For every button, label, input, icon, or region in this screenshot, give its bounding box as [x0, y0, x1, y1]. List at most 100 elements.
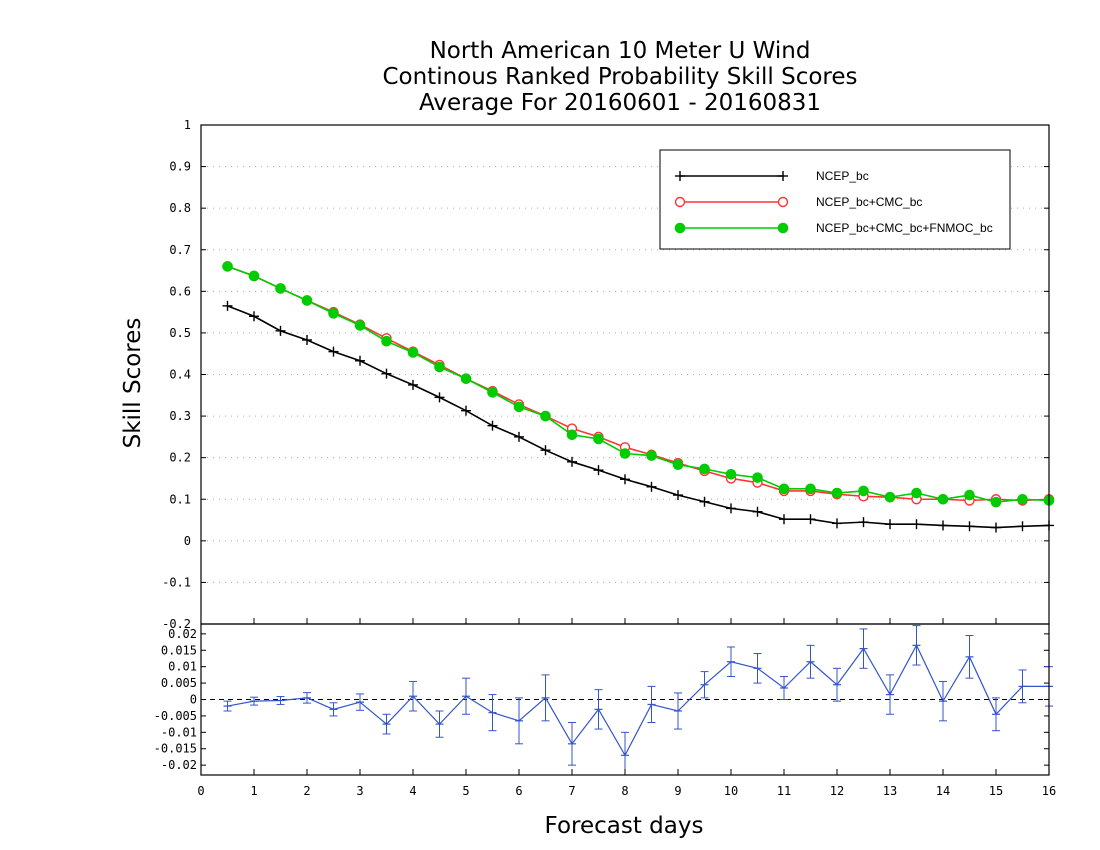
series-line-2 [227, 265, 1050, 502]
series-3-point [831, 487, 843, 499]
series-1-point [779, 514, 789, 525]
diff-error-bar [409, 680, 417, 712]
diff-error-bar [515, 697, 523, 745]
diff-error-bar [647, 685, 656, 723]
series-3-point [248, 270, 260, 282]
series-3-point [990, 496, 1002, 508]
series-3-point [752, 472, 763, 483]
x-axis-ticks: 0 1 2 3 4 5 6 7 8 9 10 11 12 13 14 15 16 [197, 618, 1056, 798]
x-tick-label: 4 [409, 784, 416, 798]
series-3-point [275, 283, 286, 294]
diff-line [227, 644, 1049, 757]
series-3-point [381, 335, 392, 347]
diff-error-bar [621, 731, 629, 776]
series-1-point [540, 445, 551, 456]
x-tick-label: 6 [515, 784, 522, 798]
series-3-point [805, 483, 816, 495]
diff-error-bar [806, 644, 815, 679]
legend-box [659, 149, 1011, 250]
main-y-tick-label: 0.7 [169, 243, 191, 257]
diff-error-bar [939, 680, 947, 722]
chart-title-line-2: Continous Ranked Probability Skill Score… [382, 64, 857, 90]
x-tick-label: 16 [1042, 784, 1056, 798]
diff-y-tick-label: -0.01 [161, 725, 197, 739]
x-tick-label: 13 [883, 784, 897, 798]
diff-error-bar [992, 697, 1000, 732]
diff-y-tick-label: -0.015 [154, 742, 197, 756]
series-3-point [778, 483, 790, 495]
series-1-point [673, 490, 683, 501]
series-1-point [355, 355, 365, 366]
series-1-point [911, 519, 922, 530]
x-tick-label: 0 [197, 784, 204, 798]
series-3-point [911, 487, 922, 499]
series-1-point [1017, 521, 1028, 532]
diff-error-bar [382, 713, 391, 735]
diff-y-tick-label: 0 [190, 693, 197, 707]
diff-error-bar [541, 674, 550, 722]
main-y-tick-label: 0.5 [169, 326, 191, 340]
series-1-point [593, 465, 604, 476]
diff-y-tick-label: -0.02 [161, 758, 197, 772]
diff-error-bar [568, 721, 576, 766]
series-3-point [964, 489, 975, 501]
diff-error-bar [488, 694, 497, 732]
main-y-tick-label: 0.1 [169, 492, 191, 506]
legend-marker-3 [777, 222, 789, 234]
series-1-point [487, 420, 498, 431]
series-1-point [991, 522, 1001, 533]
diff-error-bar [700, 671, 709, 699]
series-3-point [566, 429, 578, 441]
series-3-point [672, 459, 684, 471]
legend-marker-1 [675, 171, 685, 181]
series-3-point [513, 401, 525, 413]
main-series [222, 261, 1055, 533]
series-3-point [884, 491, 896, 503]
legend-marker-3 [674, 222, 686, 234]
legend-label-1: NCEP_bc [816, 169, 869, 183]
series-1-point [514, 431, 524, 442]
series-3-point [328, 308, 339, 319]
x-tick-label: 14 [936, 784, 950, 798]
chart-title-line-3: Average For 20160601 - 20160831 [419, 90, 821, 116]
series-3-point [460, 373, 472, 384]
series-line-1 [227, 305, 1050, 529]
diff-y-tick-label: -0.005 [154, 709, 197, 723]
diff-error-bar [833, 667, 841, 702]
legend: NCEP_bc NCEP_bc+CMC_bc NCEP_bc+CMC_bc+FNMO… [659, 149, 1011, 250]
series-1-point [381, 368, 392, 379]
series-3-point [434, 361, 445, 373]
diff-y-tick-label: 0.005 [161, 676, 197, 690]
diff-error-bar [1018, 669, 1027, 704]
legend-marker-1 [778, 171, 788, 181]
x-tick-label: 1 [250, 784, 257, 798]
diff-error-bar [223, 700, 232, 712]
diff-y-ticks: -0.02 -0.015 -0.01 -0.005 0 0.005 0.01 0.015 0.0… [154, 627, 1049, 772]
series-1-point [805, 514, 816, 525]
series-3-point [487, 387, 498, 398]
legend-marker-2 [674, 196, 686, 208]
series-3-point [222, 261, 233, 272]
main-y-tick-label: 0.8 [169, 201, 191, 215]
series-1-point [328, 346, 339, 357]
series-3-point [699, 463, 710, 475]
legend-label-3: NCEP_bc+CMC_bc+FNMOC_bc [816, 221, 993, 235]
x-tick-label: 3 [356, 784, 363, 798]
series-1-point [222, 300, 233, 311]
chart-title-line-1: North American 10 Meter U Wind [430, 38, 811, 64]
series-1-point [620, 474, 630, 485]
x-tick-label: 15 [989, 784, 1003, 798]
x-tick-label: 10 [724, 784, 738, 798]
series-3-point [858, 485, 869, 497]
series-3-point [301, 295, 313, 306]
series-3-point [725, 469, 737, 480]
diff-plot-frame [200, 623, 1050, 776]
series-line-3 [227, 265, 1050, 503]
series-1-point [302, 334, 312, 345]
series-1-point [885, 519, 895, 530]
diff-error-bar [303, 692, 311, 704]
series-3-point [407, 347, 419, 358]
series-1-point [858, 517, 869, 528]
diff-error-bar [674, 692, 682, 730]
y-axis-label: Skill Scores [120, 318, 146, 449]
